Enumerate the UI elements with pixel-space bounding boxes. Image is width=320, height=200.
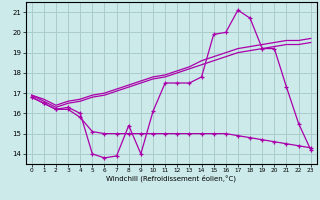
X-axis label: Windchill (Refroidissement éolien,°C): Windchill (Refroidissement éolien,°C) [106, 175, 236, 182]
